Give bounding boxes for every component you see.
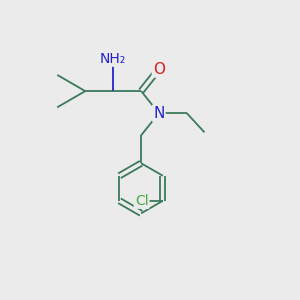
Text: N: N bbox=[153, 106, 164, 121]
Text: O: O bbox=[153, 61, 165, 76]
Text: NH₂: NH₂ bbox=[100, 52, 126, 66]
Text: Cl: Cl bbox=[135, 194, 148, 208]
